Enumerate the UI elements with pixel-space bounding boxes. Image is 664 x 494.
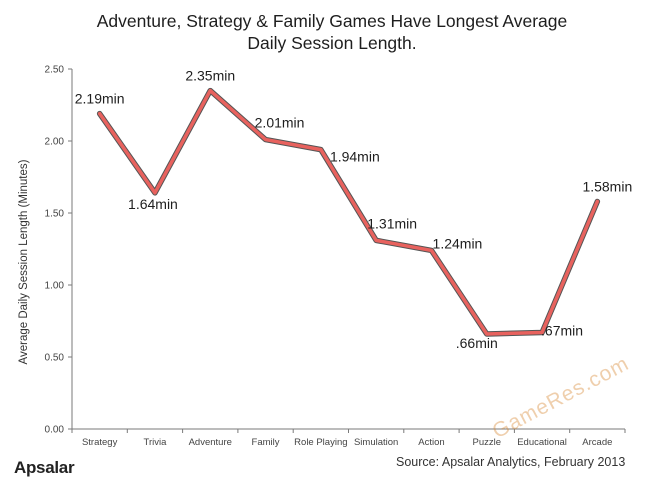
y-tick-label: 1.50 (45, 209, 65, 220)
series-line (97, 88, 600, 336)
data-point (208, 89, 212, 93)
x-tick-label: Role Playing (294, 437, 347, 448)
y-tick-label: 1.00 (45, 281, 65, 292)
x-tick-label: Family (252, 437, 280, 448)
x-tick-label: Educational (517, 437, 567, 448)
x-tick-label: Adventure (189, 437, 232, 448)
data-label: 1.31min (367, 215, 417, 231)
data-label: .67min (541, 323, 583, 339)
x-tick-label: Trivia (144, 437, 168, 448)
data-label: .66min (456, 335, 498, 351)
data-label: 1.24min (433, 235, 483, 251)
data-point (374, 238, 378, 242)
data-point (264, 138, 268, 142)
data-label: 1.64min (128, 196, 178, 212)
x-tick-label: Arcade (582, 437, 612, 448)
x-tick-label: Simulation (354, 437, 398, 448)
apsalar-logo: Apsalar (14, 458, 75, 478)
y-tick-label: 2.00 (45, 137, 65, 148)
source-note: Source: Apsalar Analytics, February 2013 (396, 455, 626, 469)
y-tick-label: 0.50 (45, 353, 65, 364)
data-point (485, 332, 489, 336)
data-point (319, 148, 323, 152)
data-label: 2.19min (75, 91, 125, 107)
series-line-outline (96, 87, 601, 337)
x-tick-label: Strategy (82, 437, 118, 448)
data-label: 1.58min (582, 178, 632, 194)
logo-text: Apsalar (14, 458, 75, 477)
x-tick-label: Puzzle (472, 437, 501, 448)
chart-title-line-1: Adventure, Strategy & Family Games Have … (96, 11, 568, 31)
data-label: 2.35min (185, 68, 235, 84)
y-tick-label: 2.50 (45, 65, 65, 76)
data-point (429, 248, 433, 252)
x-tick-label: Action (418, 437, 444, 448)
data-point (98, 112, 102, 116)
data-label: 1.94min (330, 149, 380, 165)
data-point (153, 191, 157, 195)
data-point (540, 331, 544, 335)
data-point (595, 199, 599, 203)
data-label: 2.01min (255, 115, 305, 131)
y-tick-label: 0.00 (45, 425, 65, 436)
chart-title: Adventure, Strategy & Family Games Have … (0, 10, 664, 54)
chart-title-line-2: Daily Session Length. (247, 33, 417, 53)
